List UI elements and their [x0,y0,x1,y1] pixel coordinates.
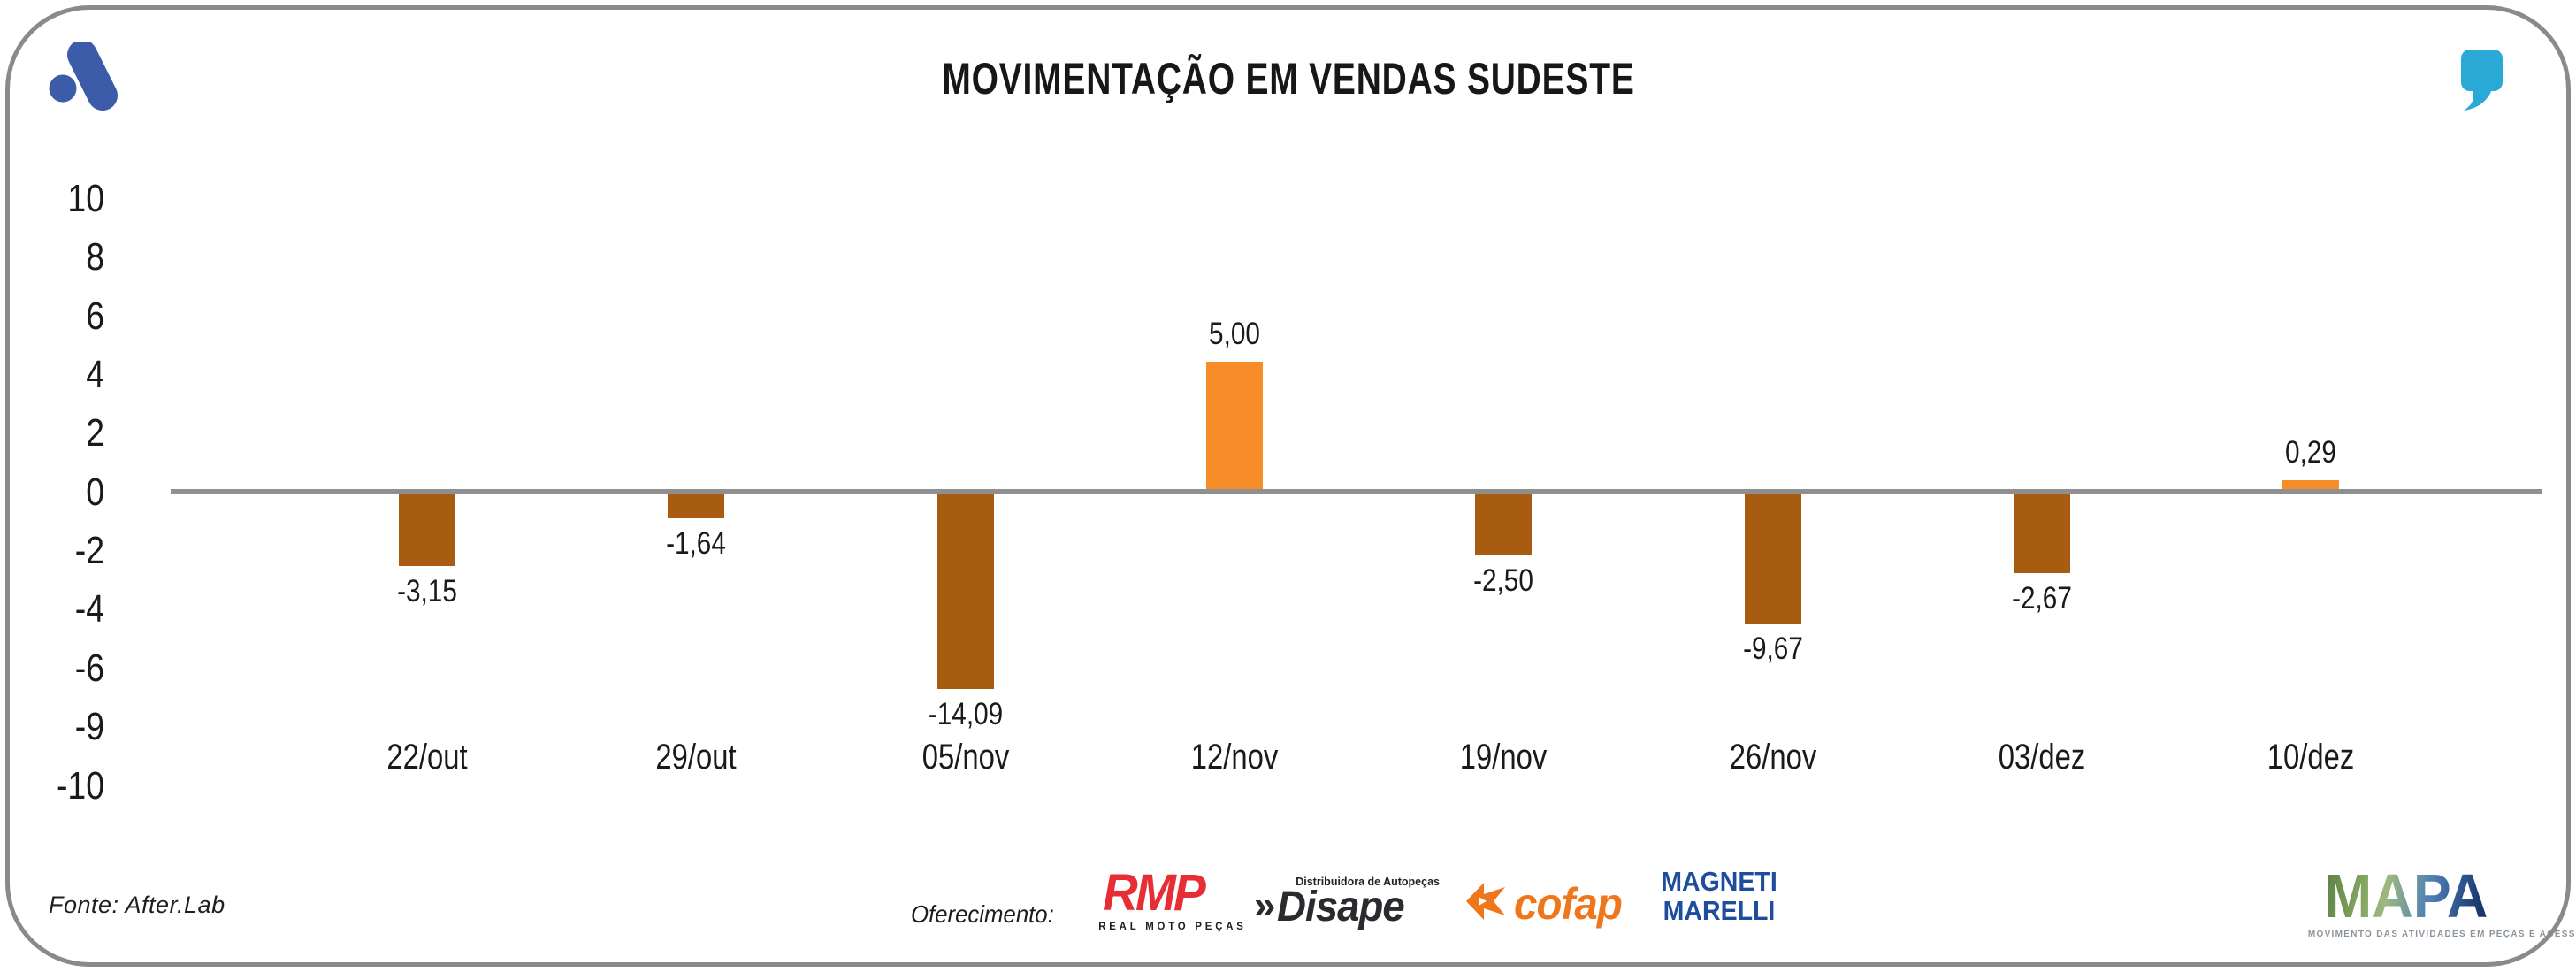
sponsor-rmp-logo: RMP REAL MOTO PEÇAS [1096,864,1247,933]
mapa-wordmark: MAPA [2311,865,2501,927]
mapa-tagline: MOVIMENTO DAS ATIVIDADES EM PEÇAS E ACES… [2307,929,2576,939]
y-tick-label: -10 [56,763,104,807]
bar [936,493,994,689]
bar-value-label: -9,67 [1742,631,1803,666]
sponsor-cofap-logo: cofap [1463,881,1627,926]
x-category-label: 03/dez [1998,738,2086,777]
y-tick-label: 8 [86,235,104,279]
y-tick-label: -2 [74,529,104,573]
bar-value-label: -3,15 [397,574,457,608]
cofap-arrow-icon [1463,881,1509,926]
magneti-line2: MARELLI [1663,895,1776,926]
source-note: Fonte: After.Lab [49,892,225,918]
y-tick-label: 2 [86,411,104,455]
chart-title: MOVIMENTAÇÃO EM VENDAS SUDESTE [941,54,1635,103]
afterlab-logo-icon [49,40,121,116]
bar-value-label: 5,00 [1208,317,1260,351]
disape-chevron-icon: » [1254,884,1276,927]
rmp-tagline: REAL MOTO PEÇAS [1098,920,1247,932]
y-tick-label: -9 [74,705,104,749]
bar-value-label: 0,29 [2285,435,2337,470]
bar [1205,362,1263,491]
quote-icon [2461,50,2503,116]
x-category-label: 22/out [386,738,468,777]
card-frame [5,5,2571,967]
bar-value-label: -14,09 [928,697,1003,731]
disape-wordmark: Disape [1277,884,1405,930]
cofap-wordmark: cofap [1514,878,1623,929]
bar [1475,493,1533,555]
x-category-label: 19/nov [1459,738,1548,777]
bar [2013,493,2070,573]
magneti-line1: MAGNETI [1661,866,1777,897]
y-tick-label: 6 [86,294,104,338]
sponsor-magneti-marelli-logo: MAGNETI MARELLI [1652,867,1786,925]
bar [399,493,455,566]
bar-value-label: -1,64 [666,526,727,561]
x-category-label: 12/nov [1190,738,1279,777]
y-tick-label: 0 [86,470,104,514]
y-tick-label: -4 [74,587,104,631]
x-category-label: 29/out [655,738,737,777]
x-category-label: 10/dez [2266,738,2355,777]
rmp-wordmark: RMP [1103,864,1206,922]
x-category-label: 05/nov [921,738,1009,777]
bar-value-label: -2,50 [1473,563,1534,598]
zero-baseline [171,489,2542,494]
sponsor-mapa-logo: MAPA MOVIMENTO DAS ATIVIDADES EM PEÇAS E… [2303,865,2576,939]
disape-tagline: Distribuidora de Autopeças [1296,876,1440,888]
bar [2282,480,2340,491]
y-tick-label: 10 [67,177,104,220]
sponsorship-label: Oferecimento: [911,900,1054,928]
y-tick-label: -6 [74,646,104,690]
sponsor-disape-logo: Distribuidora de Autopeças » Disape [1254,876,1440,930]
bar [1744,493,1801,624]
x-category-label: 26/nov [1729,738,1816,777]
bar-value-label: -2,67 [2011,581,2072,616]
bar [668,493,725,518]
y-tick-label: 4 [86,353,104,397]
